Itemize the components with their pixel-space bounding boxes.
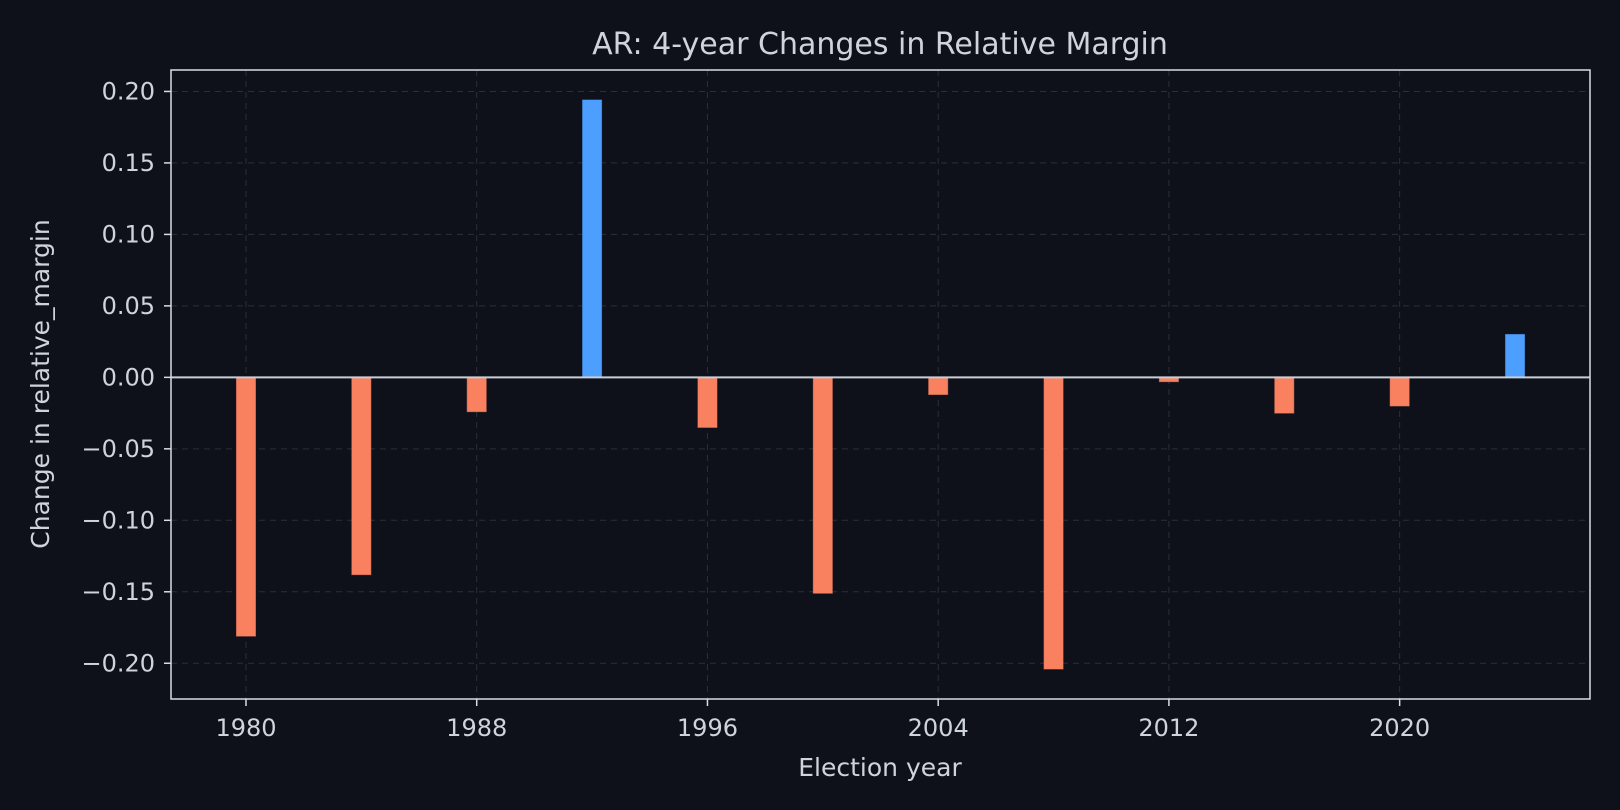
- y-tick-label: −0.05: [81, 435, 155, 463]
- y-tick-label: −0.20: [81, 649, 155, 677]
- bar: 1996: -0.035: [697, 376, 718, 428]
- bar: 1992: 0.194: [582, 99, 603, 378]
- bar: 2016: -0.025: [1274, 376, 1295, 414]
- y-tick-label: 0.05: [102, 292, 155, 320]
- x-tick-label: 1988: [446, 714, 507, 742]
- y-tick-label: 0.20: [102, 77, 155, 105]
- plot-frame: [170, 69, 1591, 700]
- x-tick-label: 2004: [908, 714, 969, 742]
- y-tick-label: −0.15: [81, 578, 155, 606]
- x-tick-label: 2012: [1138, 714, 1199, 742]
- bar: 2024: 0.03: [1505, 333, 1526, 378]
- chart-title: AR: 4-year Changes in Relative Margin: [592, 27, 1168, 62]
- y-tick-label: −0.10: [81, 506, 155, 534]
- bar: 2008: -0.204: [1043, 376, 1064, 670]
- bar: 1988: -0.024: [466, 376, 487, 413]
- bar: 2000: -0.151: [812, 376, 833, 594]
- bars: 1980: -0.181 1984: -0.138 1988: -0.024 1992…: [235, 99, 1526, 670]
- y-tick-label: 0.10: [102, 220, 155, 248]
- bar: 1980: -0.181: [235, 376, 256, 637]
- y-axis-label: Change in relative_margin: [26, 219, 55, 548]
- x-axis-ticks: 1980 1988 1996 2004 2012 2020: [215, 699, 1430, 742]
- x-tick-label: 1980: [215, 714, 276, 742]
- bar: 2004: -0.012: [928, 376, 949, 396]
- bar: 1984: -0.138: [351, 376, 372, 576]
- bar: 2020: -0.02: [1389, 376, 1410, 407]
- y-axis-ticks: 0.20 0.15 0.10 0.05 0.00 −0.05 −0.10 −0.15 −0.20: [81, 77, 171, 677]
- x-tick-label: 1996: [677, 714, 738, 742]
- grid: [171, 70, 1590, 699]
- x-tick-label: 2020: [1369, 714, 1430, 742]
- y-tick-label: 0.00: [102, 363, 155, 391]
- x-axis-label: Election year: [798, 753, 962, 782]
- y-tick-label: 0.15: [102, 149, 155, 177]
